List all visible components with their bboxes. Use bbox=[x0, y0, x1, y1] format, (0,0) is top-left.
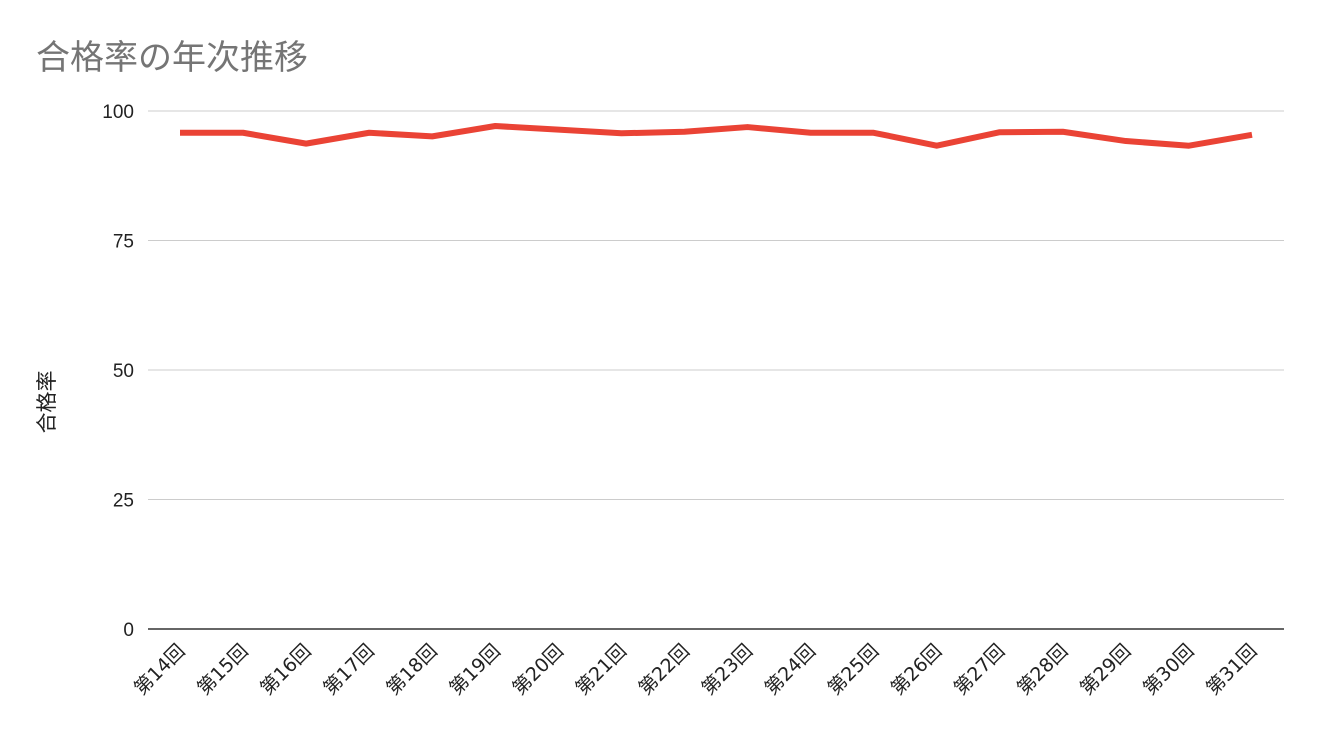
x-tick-label: 第21回 bbox=[571, 640, 631, 700]
y-tick-label: 0 bbox=[123, 620, 134, 641]
data-point bbox=[681, 129, 687, 135]
data-point bbox=[555, 127, 561, 133]
y-axis-title: 合格率 bbox=[35, 371, 59, 434]
y-tick-label: 100 bbox=[102, 102, 134, 123]
x-tick-label: 第23回 bbox=[698, 640, 758, 700]
x-tick-label: 第15回 bbox=[193, 640, 253, 700]
gridlines bbox=[148, 110, 1284, 630]
y-tick-label: 25 bbox=[113, 491, 134, 512]
x-tick-label: 第25回 bbox=[824, 640, 884, 700]
data-point bbox=[934, 143, 940, 149]
x-tick-label: 第19回 bbox=[445, 640, 505, 700]
chart-title: 合格率の年次推移 bbox=[36, 38, 308, 78]
data-point bbox=[997, 129, 1003, 135]
data-point bbox=[1123, 138, 1129, 144]
series-line bbox=[180, 123, 1253, 149]
x-tick-label: 第24回 bbox=[761, 640, 821, 700]
y-axis-ticks: 0 25 50 75 100 bbox=[102, 102, 134, 641]
data-point bbox=[303, 141, 309, 147]
x-tick-label: 第14回 bbox=[130, 640, 190, 700]
data-point bbox=[618, 130, 624, 136]
x-tick-label: 第29回 bbox=[1076, 640, 1136, 700]
data-point bbox=[1249, 132, 1255, 138]
data-point bbox=[808, 130, 814, 136]
data-point bbox=[177, 130, 183, 136]
y-tick-label: 75 bbox=[113, 232, 134, 253]
x-tick-label: 第20回 bbox=[508, 640, 568, 700]
x-tick-label: 第22回 bbox=[634, 640, 694, 700]
x-tick-label: 第27回 bbox=[950, 640, 1010, 700]
y-tick-label: 50 bbox=[113, 361, 134, 382]
data-point bbox=[366, 130, 372, 136]
series-group bbox=[177, 123, 1255, 149]
x-tick-label: 第26回 bbox=[887, 640, 947, 700]
x-tick-label: 第30回 bbox=[1139, 640, 1199, 700]
data-point bbox=[240, 130, 246, 136]
data-point bbox=[492, 123, 498, 129]
x-tick-label: 第31回 bbox=[1202, 640, 1262, 700]
x-tick-label: 第28回 bbox=[1013, 640, 1073, 700]
x-tick-label: 第18回 bbox=[382, 640, 442, 700]
data-point bbox=[1186, 143, 1192, 149]
x-axis-ticks: 第14回 第15回 第16回 第17回 第18回 第19回 第20回 第21回 第22回 第23回… bbox=[130, 640, 1262, 700]
data-point bbox=[429, 133, 435, 139]
x-tick-label: 第17回 bbox=[319, 640, 379, 700]
data-point bbox=[1060, 129, 1066, 135]
x-tick-label: 第16回 bbox=[256, 640, 316, 700]
data-point bbox=[871, 130, 877, 136]
data-point bbox=[745, 124, 751, 130]
